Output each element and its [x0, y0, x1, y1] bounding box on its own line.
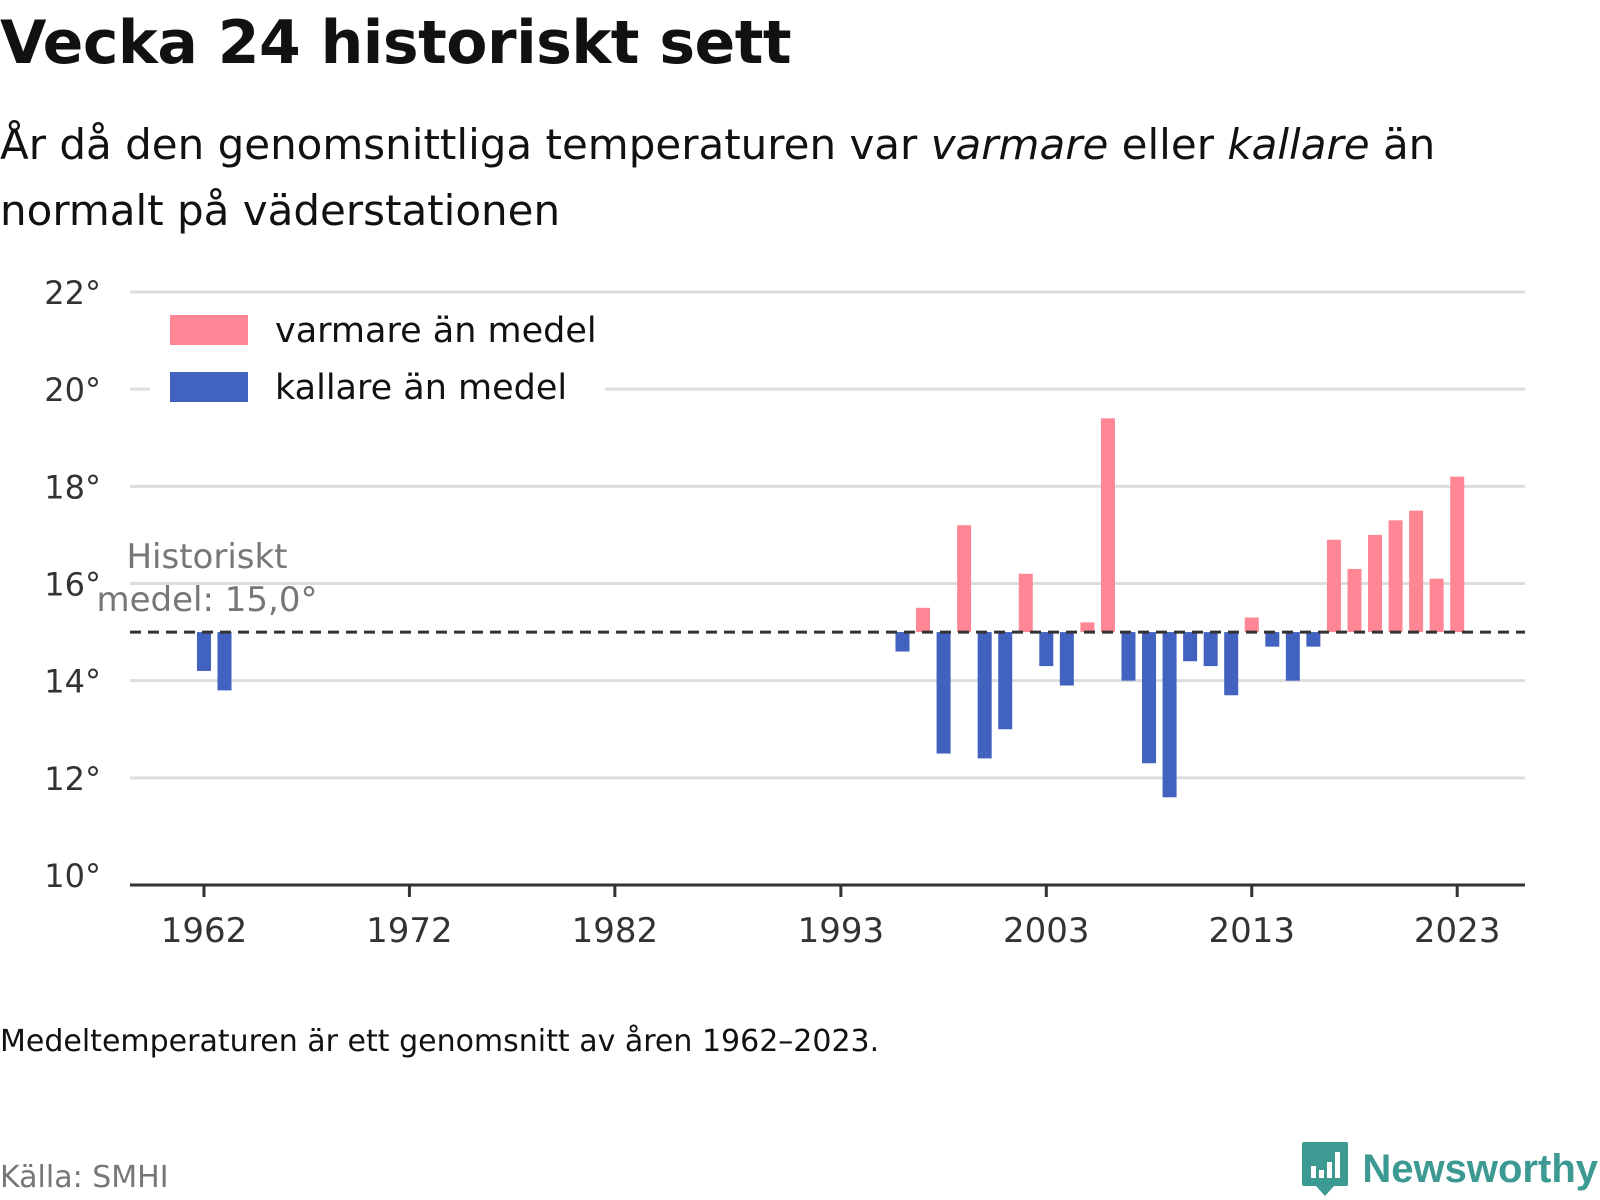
bar-cold: [936, 632, 951, 754]
y-tick-label: 10°: [44, 857, 101, 895]
chart-subtitle: År då den genomsnittliga temperaturen va…: [0, 112, 1580, 244]
bar-warm: [1409, 510, 1424, 633]
subtitle-warm-word: varmare: [930, 120, 1109, 169]
y-tick-label: 20°: [44, 371, 101, 409]
x-tick-label: 1972: [366, 911, 453, 951]
bar-cold: [217, 632, 232, 691]
bar-warm: [1018, 573, 1033, 633]
x-axis: 1962 1972 1982 1993 2003 2013 2023: [130, 883, 1525, 951]
y-tick-label: 14°: [44, 663, 101, 701]
x-tick-label: 1962: [161, 911, 248, 951]
bar-warm: [1368, 534, 1383, 633]
bar-warm: [1429, 578, 1444, 633]
bar-warm: [1080, 622, 1095, 633]
bar-cold: [1183, 632, 1198, 662]
legend-label: varmare än medel: [275, 311, 597, 351]
newsworthy-logo-icon: [1302, 1142, 1349, 1196]
footnote: Medeltemperaturen är ett genomsnitt av å…: [0, 1024, 880, 1059]
bar-warm: [957, 525, 972, 633]
bars: [196, 418, 1465, 798]
bar-warm: [1388, 520, 1403, 633]
bar-warm: [1326, 539, 1341, 633]
subtitle-part1: År då den genomsnittliga temperaturen va…: [0, 120, 918, 169]
y-axis-ticks: 10° 12° 14° 16° 18° 20° 22°: [44, 274, 101, 895]
legend-swatch: [170, 372, 248, 402]
bar-cold: [1203, 632, 1218, 667]
legend-swatch: [170, 315, 248, 345]
bar-cold: [1306, 632, 1321, 647]
x-tick-label: 1982: [572, 911, 659, 951]
bar-cold: [196, 632, 211, 671]
subtitle-cold-word: kallare: [1227, 120, 1370, 169]
y-tick-label: 16°: [44, 566, 101, 604]
bar-cold: [1142, 632, 1157, 764]
x-tick-label: 2013: [1208, 911, 1295, 951]
bar-warm: [1100, 418, 1115, 633]
bar-cold: [977, 632, 992, 759]
brand-name: Newsworthy: [1362, 1146, 1598, 1191]
bar-cold: [1039, 632, 1054, 667]
bar-cold: [1224, 632, 1239, 696]
bar-cold: [998, 632, 1013, 730]
legend-label: kallare än medel: [275, 368, 567, 408]
y-tick-label: 12°: [44, 760, 101, 798]
bar-cold: [1162, 632, 1177, 798]
bar-cold: [895, 632, 910, 652]
subtitle-or: eller: [1121, 120, 1214, 169]
subtitle-part2: än normalt på väderstationen: [0, 120, 1436, 235]
chart-title: Vecka 24 historiskt sett: [0, 8, 792, 78]
bar-cold: [1285, 632, 1300, 681]
source-credit: Källa: SMHI: [0, 1160, 169, 1195]
legend: varmare än medel kallare än medel: [150, 305, 605, 420]
x-tick-label: 1993: [798, 911, 885, 951]
mean-label-line1: Historiskt: [126, 537, 287, 577]
bar-cold: [1059, 632, 1074, 686]
x-tick-label: 2023: [1414, 911, 1501, 951]
bar-warm: [1244, 617, 1259, 633]
bar-cold: [1265, 632, 1280, 647]
mean-label-line2: medel: 15,0°: [97, 580, 318, 620]
gridlines: [130, 290, 1525, 780]
y-tick-label: 18°: [44, 468, 101, 506]
y-tick-label: 22°: [44, 274, 101, 312]
x-tick-label: 2003: [1003, 911, 1090, 951]
bar-warm: [1450, 476, 1465, 633]
bar-warm: [1347, 568, 1362, 633]
brand-logo[interactable]: Newsworthy: [1300, 1140, 1598, 1198]
bar-warm: [916, 607, 931, 633]
bar-cold: [1121, 632, 1136, 681]
